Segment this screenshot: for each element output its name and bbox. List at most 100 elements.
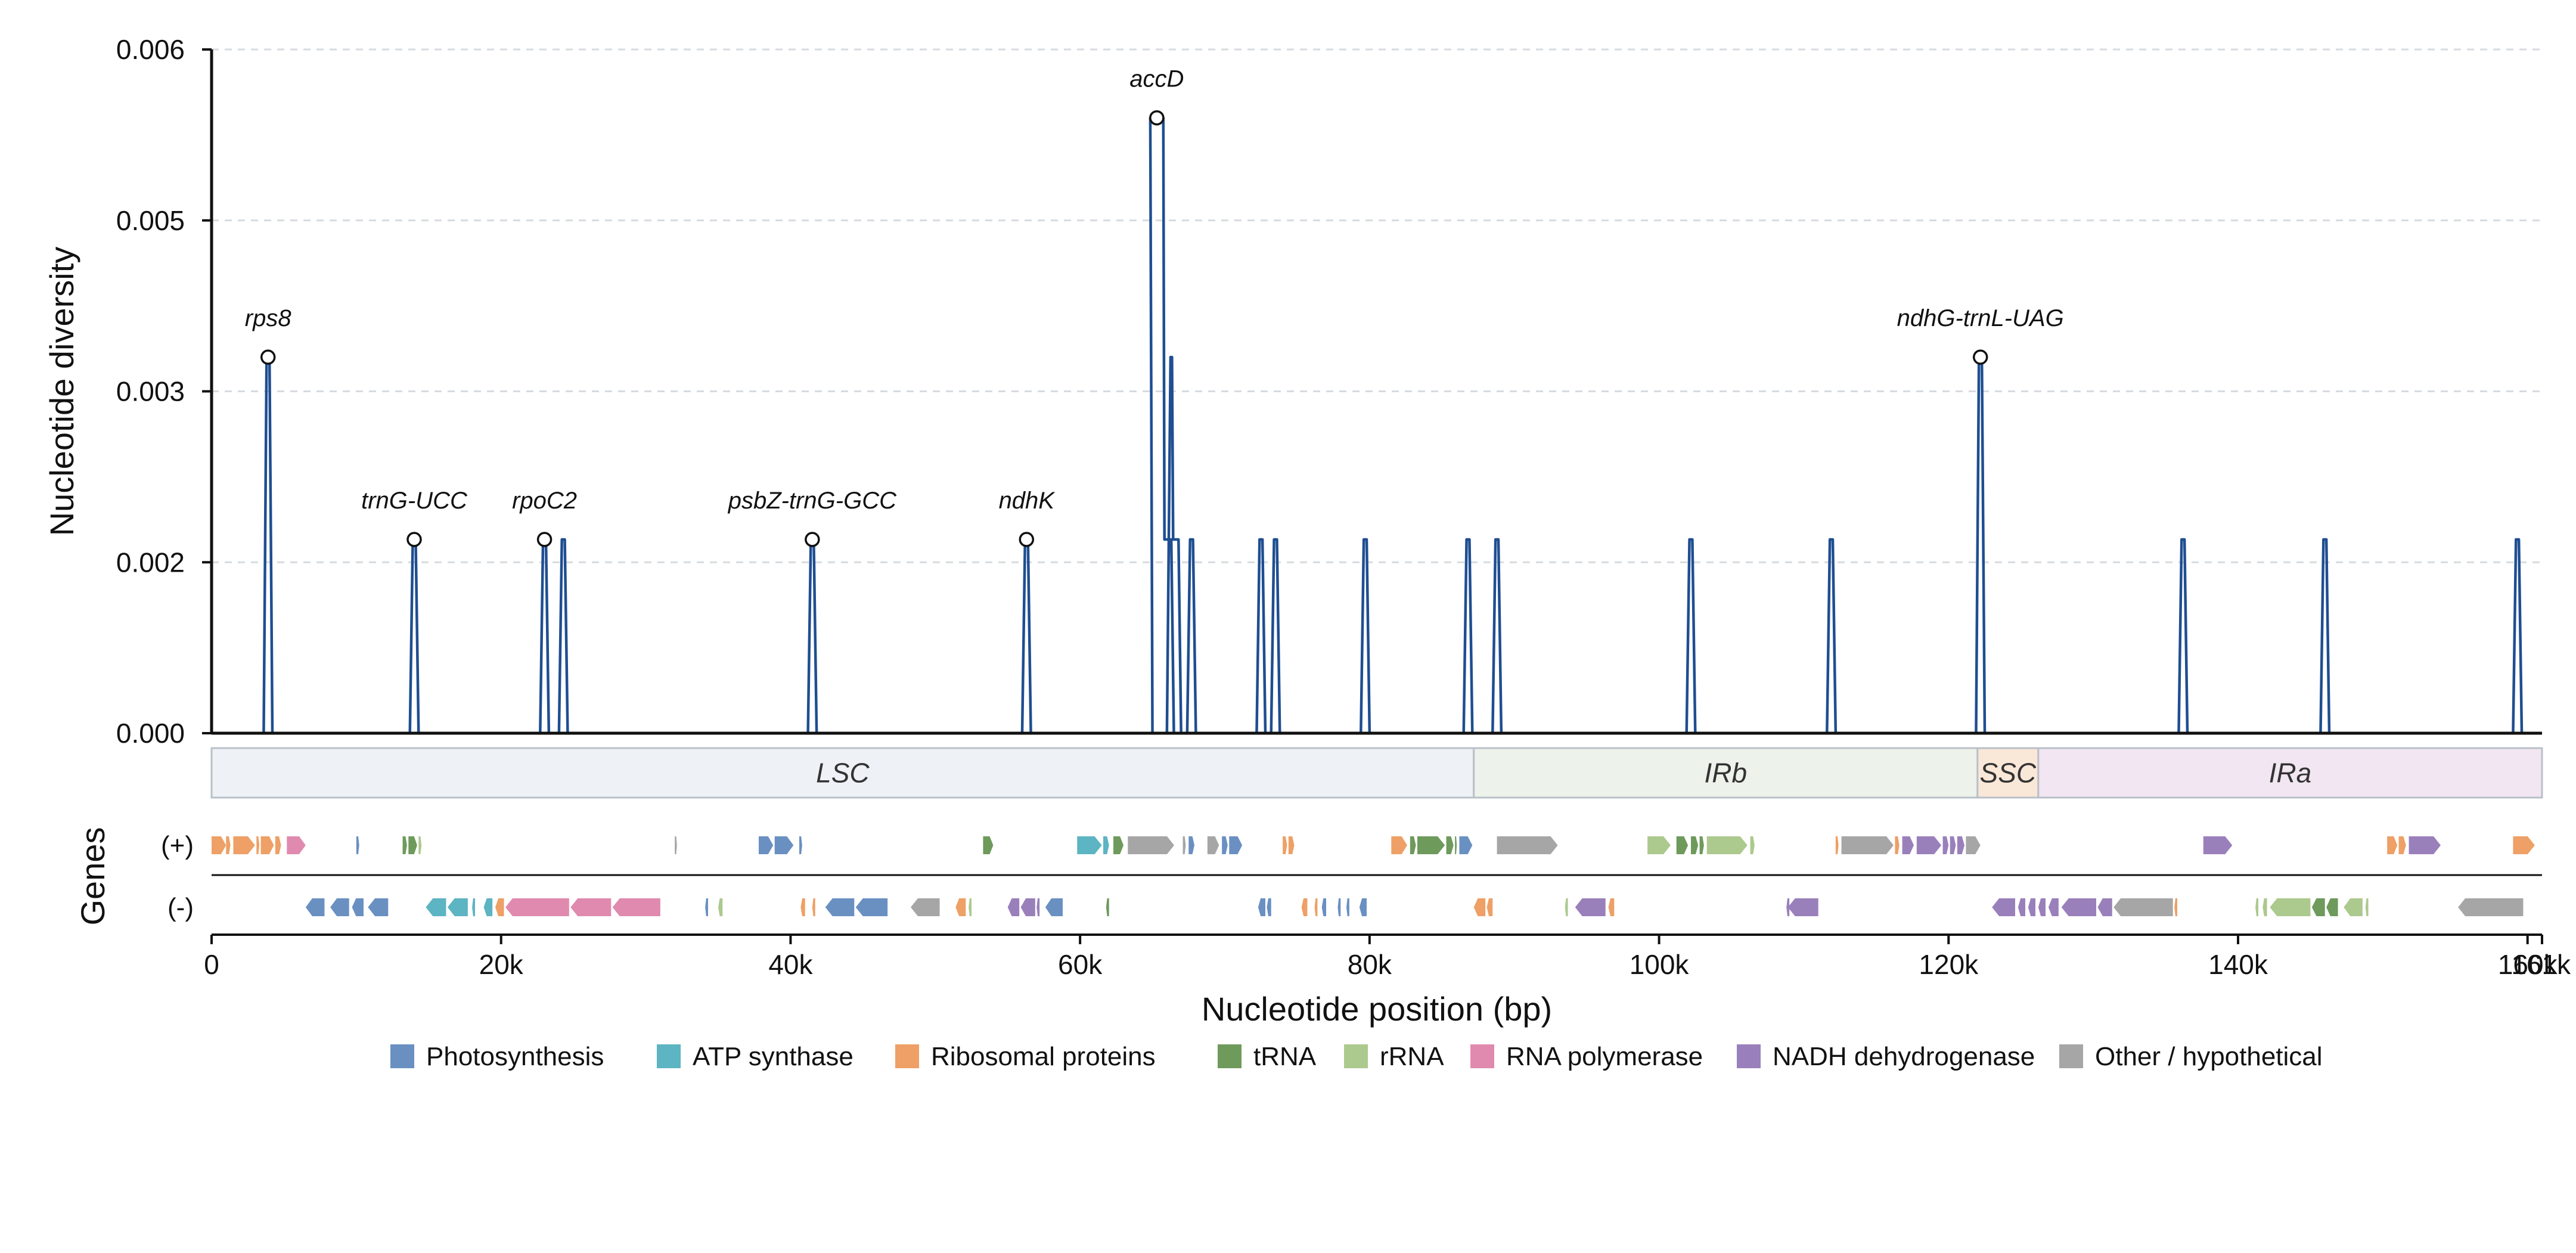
- strand-label: (+): [161, 831, 194, 860]
- x-tick-label: 161k: [2511, 949, 2571, 980]
- gene-feature: [2409, 836, 2441, 854]
- gene-feature: [675, 836, 677, 854]
- gene-feature: [759, 836, 774, 854]
- gene-feature: [402, 836, 407, 854]
- gene-feature: [812, 898, 815, 916]
- legend-item: NADH dehydrogenase: [1737, 1042, 2035, 1071]
- gene-feature: [1459, 836, 1473, 854]
- x-tick-label: 0: [204, 949, 219, 980]
- legend-label: tRNA: [1253, 1042, 1317, 1071]
- legend-item: Photosynthesis: [390, 1042, 604, 1071]
- legend-label: rRNA: [1380, 1042, 1444, 1071]
- gene-feature: [2203, 836, 2233, 854]
- legend-item: tRNA: [1218, 1042, 1317, 1071]
- y-tick-label: 0.002: [116, 547, 185, 578]
- gene-feature: [330, 898, 349, 916]
- gene-feature: [1113, 836, 1123, 854]
- gene-feature: [2028, 898, 2035, 916]
- gene-feature: [1128, 836, 1174, 854]
- x-tick-label: 20k: [479, 949, 524, 980]
- gene-feature: [305, 898, 325, 916]
- legend-swatch: [1737, 1044, 1761, 1068]
- gene-feature: [1706, 836, 1748, 854]
- y-tick-label: 0.005: [116, 205, 185, 236]
- gene-feature: [955, 898, 966, 916]
- gene-feature: [1301, 898, 1308, 916]
- gene-feature: [1895, 836, 1900, 854]
- gene-feature: [1417, 836, 1445, 854]
- gene-feature: [1608, 898, 1615, 916]
- gene-feature: [800, 898, 805, 916]
- gene-feature: [2365, 898, 2369, 916]
- legend-swatch: [1218, 1044, 1242, 1068]
- region-label: IRb: [1704, 758, 1747, 789]
- x-tick-label: 100k: [1630, 949, 1690, 980]
- peak-marker: [406, 532, 422, 547]
- x-tick-label: 40k: [768, 949, 813, 980]
- gene-feature: [1647, 836, 1671, 854]
- gene-feature: [1455, 836, 1457, 854]
- gene-feature: [426, 898, 446, 916]
- peak-marker: [1019, 532, 1035, 547]
- legend-label: Other / hypothetical: [2095, 1042, 2323, 1071]
- x-tick-label: 160k: [2498, 949, 2558, 980]
- gene-feature: [1750, 836, 1755, 854]
- gene-feature: [774, 836, 794, 854]
- gene-feature: [447, 898, 468, 916]
- gene-feature: [1321, 898, 1326, 916]
- gene-feature: [483, 898, 493, 916]
- legend-item: Other / hypothetical: [2059, 1042, 2323, 1071]
- peak-annotations: rps8 trnG-UCC rpoC2 psbZ-trnG-GCC ndhK accD nd…: [245, 66, 2064, 547]
- gene-feature: [1575, 898, 1606, 916]
- peak-label: trnG-UCC: [361, 488, 468, 514]
- gene-feature: [1966, 836, 1981, 854]
- y-tick-label: 0.003: [116, 376, 185, 407]
- gene-feature: [1565, 898, 1568, 916]
- gene-feature: [1258, 898, 1265, 916]
- gene-feature: [2018, 898, 2025, 916]
- region-track: LSC IRb SSC IRa: [210, 747, 2543, 799]
- legend-item: RNA polymerase: [1470, 1042, 1703, 1071]
- gene-feature: [1267, 898, 1271, 916]
- gene-feature: [2038, 898, 2046, 916]
- gene-feature: [1283, 836, 1287, 854]
- gene-feature: [1077, 836, 1102, 854]
- peak-marker: [1972, 349, 1988, 365]
- region-block: [210, 747, 1475, 799]
- gene-feature: [1103, 836, 1109, 854]
- gene-feature: [2262, 898, 2267, 916]
- peak-marker: [1149, 110, 1165, 126]
- gene-feature: [612, 898, 660, 916]
- gene-feature: [2097, 898, 2112, 916]
- legend: Photosynthesis ATP synthase Ribosomal prot…: [390, 1042, 2323, 1071]
- x-axis-title: Nucleotide position (bp): [1202, 990, 1552, 1028]
- gene-feature: [1337, 898, 1341, 916]
- peak-marker: [805, 532, 820, 547]
- y-tick-label: 0.000: [116, 718, 185, 749]
- gene-feature: [2048, 898, 2059, 916]
- peak-label: ndhG-trnL-UAG: [1897, 305, 2064, 331]
- legend-swatch: [2059, 1044, 2083, 1068]
- peak-marker: [536, 532, 553, 547]
- legend-item: Ribosomal proteins: [895, 1042, 1156, 1071]
- gene-feature: [1007, 898, 1020, 916]
- gene-feature: [1497, 836, 1558, 854]
- gene-feature: [1229, 836, 1243, 854]
- gene-feature: [2387, 836, 2398, 854]
- region-block: [2037, 747, 2543, 799]
- gene-feature: [260, 836, 274, 854]
- gene-feature: [855, 898, 888, 916]
- gene-feature: [1359, 898, 1367, 916]
- gene-feature: [418, 836, 422, 854]
- peak-label: rps8: [245, 305, 292, 331]
- gene-feature: [233, 836, 255, 854]
- gene-feature: [1045, 898, 1063, 916]
- legend-item: rRNA: [1344, 1042, 1444, 1071]
- gene-feature: [2174, 898, 2177, 916]
- gene-feature: [1288, 836, 1295, 854]
- gene-feature: [570, 898, 612, 916]
- x-tick-label: 60k: [1058, 949, 1103, 980]
- legend-swatch: [390, 1044, 414, 1068]
- gene-feature: [969, 898, 972, 916]
- region-label: SSC: [1980, 758, 2037, 789]
